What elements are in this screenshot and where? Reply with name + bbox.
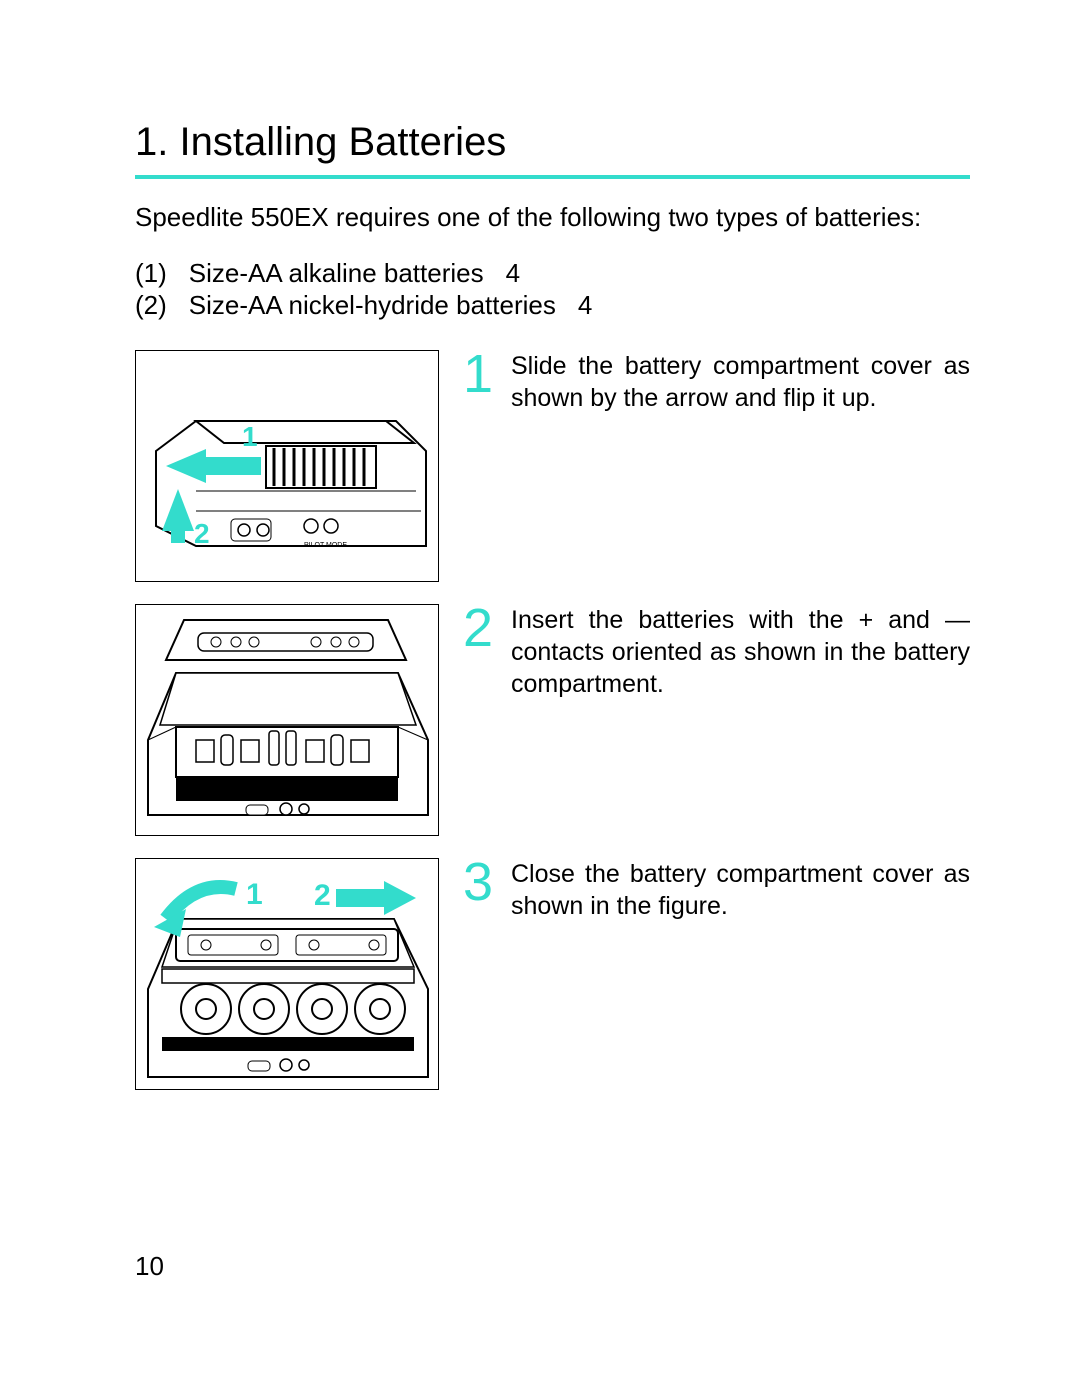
arrow-right-icon (336, 881, 416, 915)
battery-option-2: (2) Size-AA nickel-hydride batteries 4 (135, 289, 970, 322)
battery-option-1: (1) Size-AA alkaline batteries 4 (135, 257, 970, 290)
step-description: Insert the batteries with the + and — co… (511, 604, 970, 700)
option-qty: 4 (578, 289, 592, 322)
figure-1-battery-cover-slide: 1 2 PILOT (135, 350, 439, 582)
section-title: 1. Installing Batteries (135, 120, 970, 165)
figure-3-close-cover: 1 2 (135, 858, 439, 1090)
figure-2-insert-batteries (135, 604, 439, 836)
step-2: 2 Insert the batteries with the + and — … (135, 604, 970, 836)
page-number: 10 (135, 1251, 164, 1282)
fig3-label-2: 2 (314, 879, 331, 912)
battery-options-list: (1) Size-AA alkaline batteries 4 (2) Siz… (135, 257, 970, 322)
option-label: Size-AA alkaline batteries (189, 257, 484, 290)
side-buttons-icon (231, 519, 271, 541)
step-description: Close the battery compartment cover as s… (511, 858, 970, 922)
step-description: Slide the battery compartment cover as s… (511, 350, 970, 414)
option-label: Size-AA nickel-hydride batteries (189, 289, 556, 322)
lead-paragraph: Speedlite 550EX requires one of the foll… (135, 201, 970, 235)
step-number: 3 (463, 858, 497, 907)
cover-grip-icon (266, 446, 376, 488)
mode-label: MODE (326, 542, 347, 549)
step-1: 1 2 PILOT (135, 350, 970, 582)
fig1-label-2: 2 (194, 518, 210, 549)
fig1-label-1: 1 (242, 421, 258, 452)
option-index: (2) (135, 289, 167, 322)
title-underline (135, 175, 970, 179)
step-3: 1 2 3 Close the battery compartment cove… (135, 858, 970, 1090)
step-number: 2 (463, 604, 497, 653)
option-index: (1) (135, 257, 167, 290)
pilot-label: PILOT (304, 542, 325, 549)
fig3-label-1: 1 (246, 878, 263, 911)
option-qty: 4 (506, 257, 520, 290)
step-number: 1 (463, 350, 497, 399)
